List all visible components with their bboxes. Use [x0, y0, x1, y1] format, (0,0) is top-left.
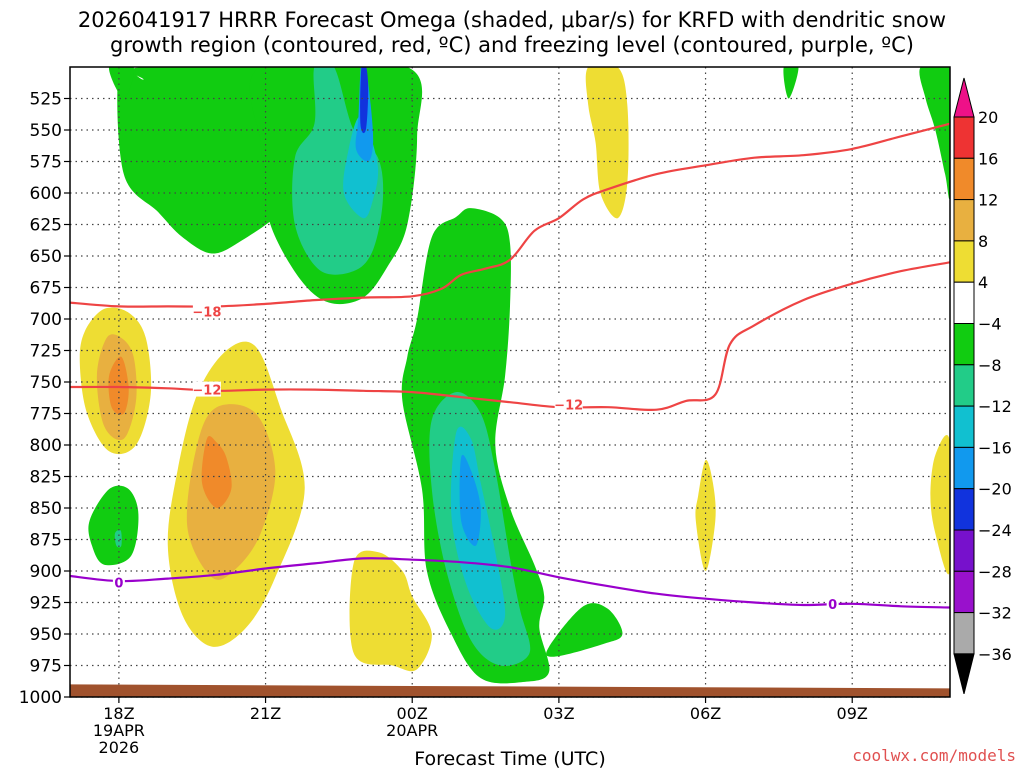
omega-region	[114, 529, 122, 548]
x-tick-label: 18Z	[103, 704, 134, 723]
colorbar-band	[953, 240, 975, 283]
plot-area: −18 −12 0 −12 0	[69, 66, 951, 698]
colorbar-band	[953, 116, 975, 159]
colorbar-band	[953, 446, 975, 490]
omega-region	[292, 67, 384, 275]
y-tick-label: 800	[30, 436, 62, 456]
x-axis-label: Forecast Time (UTC)	[414, 748, 605, 768]
y-tick-label: 925	[30, 594, 62, 614]
contour-label-bg	[826, 595, 839, 611]
contour-label-bg	[112, 574, 125, 590]
omega-shading	[79, 67, 950, 684]
chart-title-line2: growth region (contoured, red, ºC) and f…	[110, 33, 914, 57]
colorbar-tick-label: −20	[978, 480, 1012, 499]
x-tick-label: 09Z	[837, 704, 868, 723]
colorbar-top-arrow	[953, 77, 975, 118]
contour-lines: −18 −12 0 −12 0	[70, 122, 950, 613]
y-tick-label: 975	[30, 657, 62, 677]
omega-region	[919, 67, 950, 200]
colorbar-band	[953, 281, 975, 325]
colorbar-band	[953, 157, 975, 201]
y-tick-label: 625	[30, 216, 62, 236]
chart-title-line1: 2026041917 HRRR Forecast Omega (shaded, …	[78, 8, 946, 32]
colorbar-tick-label: −36	[978, 645, 1012, 664]
y-tick-label: 700	[30, 310, 62, 330]
contour-line	[70, 557, 950, 609]
contour-label-bg	[192, 381, 221, 397]
contour-label: −12	[554, 399, 583, 414]
ground-strip	[70, 684, 950, 697]
y-tick-label: 525	[30, 90, 62, 110]
omega-region	[459, 454, 481, 547]
colorbar-band	[953, 529, 975, 572]
omega-region	[546, 603, 623, 657]
ground-fill	[70, 684, 950, 697]
omega-region	[360, 67, 369, 134]
y-tick-label: 950	[30, 625, 62, 645]
colorbar-band	[953, 488, 975, 531]
colorbar-tick-label: −16	[978, 438, 1012, 457]
y-tick-label: 675	[30, 279, 62, 299]
pressure-axis: 525 550 575 600 625 650 675 700 725 750 775 800 825 8…	[19, 90, 70, 708]
colorbar-tick-label: −32	[978, 604, 1012, 623]
y-tick-label: 600	[30, 184, 62, 204]
omega-region	[201, 435, 232, 509]
contour-label: 0	[114, 576, 123, 591]
contour-line	[70, 122, 950, 308]
colorbar-tick-label: −12	[978, 397, 1012, 416]
omega-region	[108, 356, 129, 415]
y-tick-label: 725	[30, 342, 62, 362]
colorbar-tick-label: −24	[978, 521, 1012, 540]
colorbar: 20 16 12 8 4 −4 −8 −12 −16 −20 −24 −28 −32 −36	[953, 77, 1012, 695]
colorbar-tick-label: 8	[978, 232, 988, 251]
y-tick-label: 575	[30, 153, 62, 173]
colorbar-tick-label: 4	[978, 273, 988, 292]
colorbar-tick-label: −8	[978, 356, 1002, 375]
colorbar-tick-label: 16	[978, 149, 998, 168]
x-tick-date: 19APR	[93, 721, 145, 740]
contour-label-bg	[554, 396, 583, 412]
colorbar-band	[953, 199, 975, 242]
colorbar-tick-label: −28	[978, 562, 1012, 581]
omega-region	[88, 485, 139, 566]
colorbar-tick-label: 20	[978, 108, 998, 127]
y-tick-label: 875	[30, 531, 62, 551]
omega-region	[585, 67, 629, 219]
x-tick-label: 21Z	[250, 704, 281, 723]
colorbar-band	[953, 405, 975, 448]
colorbar-band	[953, 323, 975, 366]
contour-label: −12	[192, 384, 221, 399]
colorbar-band	[953, 612, 975, 655]
y-tick-label: 1000	[19, 688, 62, 708]
y-tick-label: 750	[30, 373, 62, 393]
omega-region	[349, 550, 432, 672]
x-tick-label: 06Z	[690, 704, 721, 723]
colorbar-band	[953, 364, 975, 407]
contour-label: −18	[192, 305, 221, 320]
y-tick-label: 650	[30, 247, 62, 267]
grid-lines	[70, 67, 950, 698]
omega-region	[109, 67, 135, 99]
colorbar-tick-label: 12	[978, 191, 998, 210]
contour-label: 0	[828, 598, 837, 613]
y-tick-label: 775	[30, 405, 62, 425]
x-tick-label: 03Z	[543, 704, 574, 723]
omega-region	[695, 459, 716, 571]
x-tick-date: 20APR	[386, 721, 438, 740]
x-tick-label: 00Z	[397, 704, 428, 723]
colorbar-bottom-arrow	[953, 653, 975, 695]
y-tick-label: 825	[30, 468, 62, 488]
y-tick-label: 900	[30, 562, 62, 582]
colorbar-tick-label: −4	[978, 315, 1002, 334]
x-tick-year: 2026	[99, 738, 140, 757]
credit-text: coolwx.com/models	[852, 746, 1016, 765]
contour-label-bg	[192, 303, 221, 319]
y-tick-label: 550	[30, 121, 62, 141]
y-tick-label: 850	[30, 499, 62, 519]
omega-region	[783, 67, 799, 99]
colorbar-band	[953, 570, 975, 614]
